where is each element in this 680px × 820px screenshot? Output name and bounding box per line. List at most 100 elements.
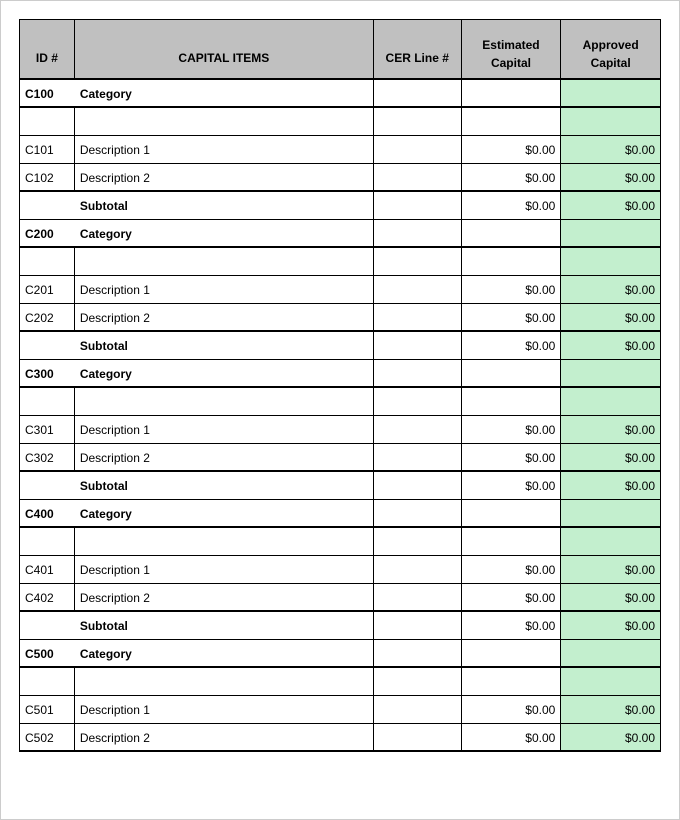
cell-id: C400 bbox=[20, 500, 75, 528]
cell-approved: $0.00 bbox=[561, 276, 660, 304]
cell-id: C202 bbox=[20, 304, 75, 332]
cell-item: Category bbox=[75, 640, 374, 668]
cell-item: Subtotal bbox=[75, 192, 374, 220]
cell-approved bbox=[561, 80, 660, 108]
table-row: C401 Description 1 $0.00 $0.00 bbox=[20, 556, 660, 584]
cell-approved: $0.00 bbox=[561, 444, 660, 472]
cell-id: C502 bbox=[20, 724, 75, 752]
cell-id bbox=[20, 388, 75, 416]
cell-cer bbox=[374, 724, 462, 752]
col-approved-top: Approved bbox=[583, 36, 639, 54]
table-row: C402 Description 2 $0.00 $0.00 bbox=[20, 584, 660, 612]
cell-id bbox=[20, 668, 75, 696]
table-row: Subtotal $0.00 $0.00 bbox=[20, 332, 660, 360]
cell-item bbox=[75, 388, 374, 416]
cell-cer bbox=[374, 612, 462, 640]
cell-cer bbox=[374, 668, 462, 696]
cell-id bbox=[20, 528, 75, 556]
cell-item: Description 1 bbox=[75, 276, 374, 304]
cell-cer bbox=[374, 332, 462, 360]
cell-estimated bbox=[462, 220, 562, 248]
table-row: C302 Description 2 $0.00 $0.00 bbox=[20, 444, 660, 472]
cell-estimated bbox=[462, 248, 562, 276]
cell-cer bbox=[374, 164, 462, 192]
cell-approved: $0.00 bbox=[561, 416, 660, 444]
cell-id bbox=[20, 612, 75, 640]
table-row: C201 Description 1 $0.00 $0.00 bbox=[20, 276, 660, 304]
cell-item: Category bbox=[75, 500, 374, 528]
cell-approved bbox=[561, 108, 660, 136]
cell-item bbox=[75, 668, 374, 696]
table-header: ID # CAPITAL ITEMS CER Line # Estimated … bbox=[20, 20, 660, 80]
cell-id: C500 bbox=[20, 640, 75, 668]
cell-approved bbox=[561, 220, 660, 248]
cell-cer bbox=[374, 276, 462, 304]
cell-id: C301 bbox=[20, 416, 75, 444]
cell-cer bbox=[374, 500, 462, 528]
cell-item bbox=[75, 108, 374, 136]
cell-approved: $0.00 bbox=[561, 612, 660, 640]
cell-estimated: $0.00 bbox=[462, 724, 562, 752]
cell-estimated: $0.00 bbox=[462, 444, 562, 472]
cell-item: Description 1 bbox=[75, 556, 374, 584]
cell-item: Description 2 bbox=[75, 724, 374, 752]
cell-id: C100 bbox=[20, 80, 75, 108]
table-row: C400 Category bbox=[20, 500, 660, 528]
cell-approved: $0.00 bbox=[561, 472, 660, 500]
cell-approved: $0.00 bbox=[561, 556, 660, 584]
table-row: C100 Category bbox=[20, 80, 660, 108]
cell-approved bbox=[561, 500, 660, 528]
cell-cer bbox=[374, 80, 462, 108]
table-row: Subtotal $0.00 $0.00 bbox=[20, 472, 660, 500]
cell-estimated bbox=[462, 80, 562, 108]
cell-id bbox=[20, 332, 75, 360]
cell-estimated: $0.00 bbox=[462, 304, 562, 332]
cell-item: Subtotal bbox=[75, 472, 374, 500]
cell-id bbox=[20, 108, 75, 136]
cell-estimated: $0.00 bbox=[462, 584, 562, 612]
cell-item: Category bbox=[75, 80, 374, 108]
cell-id: C200 bbox=[20, 220, 75, 248]
cell-id bbox=[20, 192, 75, 220]
table-row: Subtotal $0.00 $0.00 bbox=[20, 192, 660, 220]
cell-id: C501 bbox=[20, 696, 75, 724]
cell-item bbox=[75, 528, 374, 556]
cell-estimated bbox=[462, 360, 562, 388]
cell-approved: $0.00 bbox=[561, 696, 660, 724]
cell-estimated bbox=[462, 388, 562, 416]
cell-item: Description 2 bbox=[75, 304, 374, 332]
cell-approved: $0.00 bbox=[561, 724, 660, 752]
table-row bbox=[20, 528, 660, 556]
cell-estimated bbox=[462, 640, 562, 668]
cell-estimated: $0.00 bbox=[462, 612, 562, 640]
cell-approved bbox=[561, 528, 660, 556]
table-row: C102 Description 2 $0.00 $0.00 bbox=[20, 164, 660, 192]
cell-id: C302 bbox=[20, 444, 75, 472]
cell-estimated: $0.00 bbox=[462, 276, 562, 304]
cell-item bbox=[75, 248, 374, 276]
cell-approved: $0.00 bbox=[561, 136, 660, 164]
cell-cer bbox=[374, 136, 462, 164]
table-row: Subtotal $0.00 $0.00 bbox=[20, 612, 660, 640]
table-row: C502 Description 2 $0.00 $0.00 bbox=[20, 724, 660, 752]
cell-estimated bbox=[462, 500, 562, 528]
cell-cer bbox=[374, 472, 462, 500]
cell-cer bbox=[374, 220, 462, 248]
cell-approved: $0.00 bbox=[561, 192, 660, 220]
cell-estimated: $0.00 bbox=[462, 192, 562, 220]
cell-approved bbox=[561, 640, 660, 668]
cell-id: C101 bbox=[20, 136, 75, 164]
cell-cer bbox=[374, 388, 462, 416]
cell-cer bbox=[374, 108, 462, 136]
cell-cer bbox=[374, 696, 462, 724]
cell-item: Category bbox=[75, 360, 374, 388]
cell-id: C401 bbox=[20, 556, 75, 584]
cell-estimated bbox=[462, 668, 562, 696]
col-approved-bot: Capital bbox=[591, 54, 631, 72]
cell-approved bbox=[561, 248, 660, 276]
col-approved: Approved Capital bbox=[561, 20, 660, 80]
col-estimated-top: Estimated bbox=[482, 36, 539, 54]
cell-id: C201 bbox=[20, 276, 75, 304]
col-estimated: Estimated Capital bbox=[462, 20, 562, 80]
cell-estimated: $0.00 bbox=[462, 556, 562, 584]
